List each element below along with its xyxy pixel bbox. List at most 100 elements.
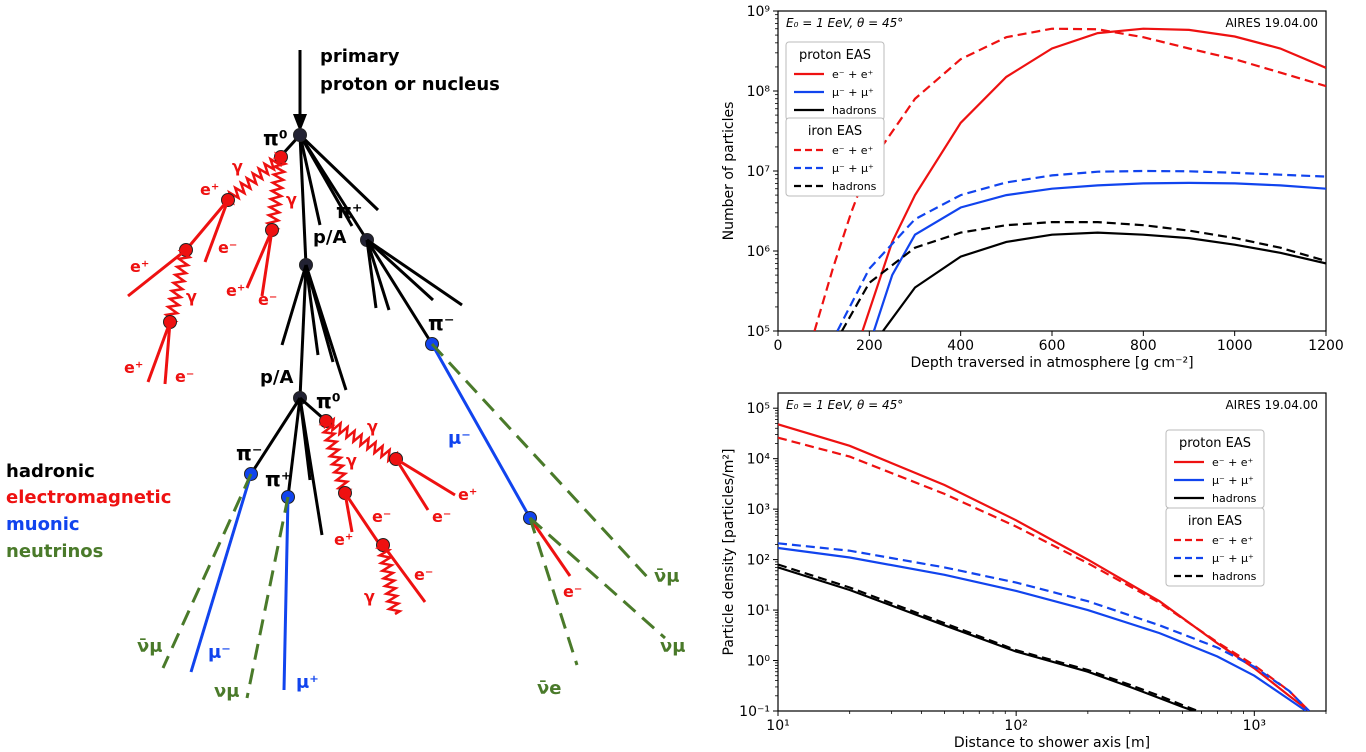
label-pA-1: p/A bbox=[313, 227, 346, 248]
series-line bbox=[861, 27, 1326, 331]
vertex-primary bbox=[293, 128, 307, 142]
x-tick-label: 1200 bbox=[1308, 338, 1344, 354]
series-line bbox=[836, 169, 1326, 331]
legend-entry-label: e⁻ + e⁺ bbox=[1212, 456, 1254, 469]
chart-particle-number-vs-depth: 0 200 400 600 800 1000 1200 10⁵ 10⁶ 10⁷ 10⁸ 10⁹ Dept… bbox=[721, 4, 1344, 371]
x-tick-label: 600 bbox=[1039, 338, 1066, 354]
label-gamma: γ bbox=[232, 157, 243, 176]
legend-entry-label: μ⁻ + μ⁺ bbox=[832, 162, 874, 175]
muon-track bbox=[282, 496, 290, 691]
x-tick-label: 200 bbox=[856, 338, 883, 354]
y-tick-label: 10⁴ bbox=[747, 452, 771, 468]
label-e-minus: e⁻ bbox=[432, 507, 451, 526]
pA-track-1 bbox=[298, 134, 308, 266]
photon-4 bbox=[323, 416, 399, 464]
label-e-plus: e⁺ bbox=[458, 485, 477, 504]
label-gamma: γ bbox=[346, 451, 357, 470]
label-e-plus: e⁺ bbox=[124, 358, 143, 377]
label-pi-minus-left: π⁻ bbox=[236, 441, 262, 465]
label-e-minus: e⁻ bbox=[258, 290, 277, 309]
legend-title: proton EAS bbox=[1179, 436, 1251, 451]
series-line bbox=[882, 231, 1326, 331]
y-axis-label: Number of particles bbox=[721, 102, 737, 241]
pi-plus-track bbox=[286, 397, 302, 498]
label-pA-2: p/A bbox=[260, 367, 293, 388]
legend-box: proton EAS e⁻ + e⁺ μ⁻ + μ⁺ hadrons bbox=[1165, 429, 1265, 509]
label-nubar-e: ν̄e bbox=[537, 678, 561, 699]
primary-label-line1: primary bbox=[320, 46, 400, 67]
neutrino-track bbox=[245, 496, 290, 699]
y-axis-label: Particle density [particles/m²] bbox=[721, 449, 737, 656]
hadron-track bbox=[304, 264, 320, 356]
series-line bbox=[813, 27, 1326, 331]
electron-track bbox=[163, 321, 172, 385]
legend-entry-label: hadrons bbox=[1212, 570, 1257, 583]
hadron-track bbox=[365, 239, 391, 311]
series-line bbox=[872, 181, 1326, 331]
series-line bbox=[778, 542, 1310, 711]
aires-annotation: AIRES 19.04.00 bbox=[1225, 398, 1318, 412]
series-line bbox=[778, 423, 1310, 711]
label-nubar-mu: ν̄μ bbox=[654, 566, 680, 587]
x-tick-label: 10³ bbox=[1243, 718, 1266, 734]
legend-entry-label: μ⁻ + μ⁺ bbox=[832, 86, 874, 99]
hadron-track bbox=[298, 134, 322, 226]
legend-entry-label: hadrons bbox=[832, 104, 877, 117]
legend-frame bbox=[1165, 507, 1265, 587]
label-nu-mu: νμ bbox=[214, 681, 240, 702]
label-e-minus: e⁻ bbox=[563, 582, 582, 601]
pA-track-2 bbox=[298, 264, 308, 399]
y-tick-label: 10⁰ bbox=[747, 654, 771, 670]
electron-track bbox=[395, 457, 456, 497]
electron-track bbox=[528, 517, 572, 577]
hadron-track bbox=[366, 238, 463, 307]
hadron-track bbox=[298, 134, 354, 227]
photon-3 bbox=[163, 248, 193, 324]
label-e-plus: e⁺ bbox=[130, 257, 149, 276]
photon-6 bbox=[374, 543, 404, 616]
label-e-plus: e⁺ bbox=[334, 530, 353, 549]
legend-title: iron EAS bbox=[808, 124, 862, 139]
series-line bbox=[778, 563, 1199, 711]
y-tick-label: 10³ bbox=[747, 502, 770, 518]
label-gamma: γ bbox=[286, 190, 297, 209]
y-tick-label: 10⁹ bbox=[747, 4, 771, 20]
hadron-track bbox=[298, 397, 312, 481]
label-mu-plus: μ⁺ bbox=[296, 672, 319, 693]
legend-electromagnetic: electromagnetic bbox=[6, 487, 171, 508]
neutrino-track bbox=[161, 473, 253, 669]
label-nu-mu: νμ bbox=[660, 636, 686, 657]
muon-track bbox=[189, 473, 253, 673]
x-tick-label: 1000 bbox=[1217, 338, 1253, 354]
pi-minus-track bbox=[365, 239, 434, 345]
label-e-minus: e⁻ bbox=[175, 367, 194, 386]
label-e-minus: e⁻ bbox=[218, 238, 237, 257]
photon-5 bbox=[318, 420, 353, 494]
energy-annotation: E₀ = 1 EeV, θ = 45° bbox=[786, 398, 903, 412]
y-tick-label: 10⁸ bbox=[747, 84, 771, 100]
photon-1 bbox=[227, 151, 282, 206]
label-e-plus: e⁺ bbox=[226, 281, 245, 300]
label-pi-plus-top: π⁺ bbox=[336, 199, 362, 223]
hadron-track bbox=[280, 264, 308, 346]
y-tick-label: 10¹ bbox=[747, 603, 770, 619]
label-pi0-mid: π⁰ bbox=[316, 389, 341, 413]
neutrino-track bbox=[430, 342, 652, 582]
label-pi-plus-left: π⁺ bbox=[265, 467, 291, 491]
electron-track bbox=[146, 321, 172, 383]
y-tick-label: 10⁻¹ bbox=[739, 704, 770, 720]
legend-title: proton EAS bbox=[799, 48, 871, 63]
legend-entry-label: μ⁻ + μ⁺ bbox=[1212, 474, 1254, 487]
aires-annotation: AIRES 19.04.00 bbox=[1225, 16, 1318, 30]
electron-track bbox=[127, 248, 187, 298]
label-e-minus: e⁻ bbox=[414, 565, 433, 584]
hadron-track bbox=[365, 238, 435, 302]
legend-box: proton EAS e⁻ + e⁺ μ⁻ + μ⁺ hadrons bbox=[785, 41, 885, 121]
electron-track bbox=[245, 229, 274, 289]
energy-annotation: E₀ = 1 EeV, θ = 45° bbox=[786, 16, 903, 30]
electron-track bbox=[184, 199, 230, 251]
x-tick-label: 800 bbox=[1130, 338, 1157, 354]
hadron-track bbox=[304, 264, 348, 391]
electron-track bbox=[381, 544, 427, 603]
